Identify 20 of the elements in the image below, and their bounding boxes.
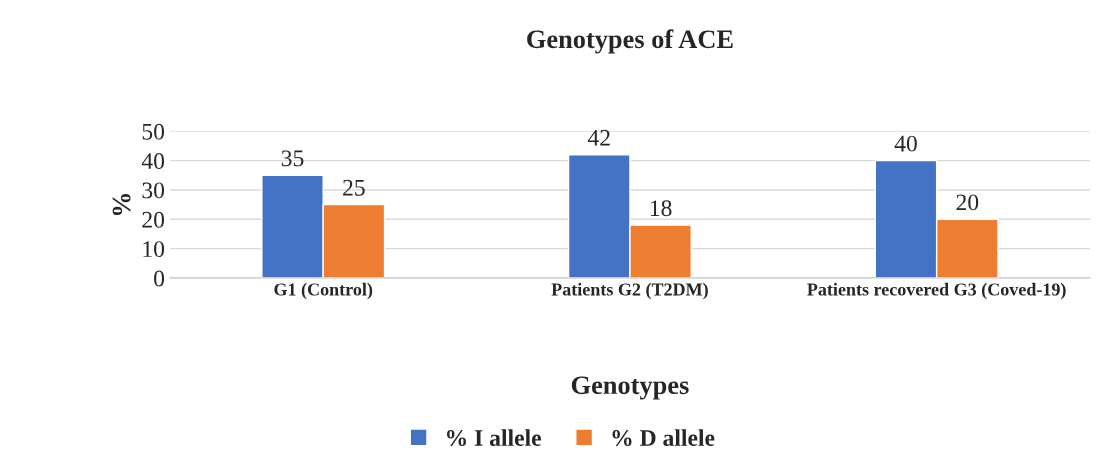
- x-tick-label: G1 (Control): [274, 282, 373, 300]
- y-tick-label: 10: [143, 241, 165, 258]
- y-tick-label: 40: [141, 153, 165, 169]
- y-tick-label: 30: [142, 182, 165, 199]
- y-tick-label: 20: [142, 211, 165, 228]
- legend-label: % D allele: [612, 429, 715, 447]
- data-label: 25: [343, 179, 365, 196]
- x-axis-title: Genotypes: [571, 376, 689, 400]
- y-tick-label: 0: [154, 270, 165, 287]
- y-axis-title: %: [112, 193, 131, 216]
- y-tick-label: 50: [142, 123, 165, 140]
- data-label: 40: [894, 135, 917, 152]
- legend-label: % I allele: [446, 429, 542, 447]
- data-label: 20: [956, 194, 979, 211]
- data-label: 18: [650, 200, 672, 217]
- x-tick-label: Patients recovered G3 (Coved-19): [807, 282, 1066, 300]
- x-tick-label: Patients G2 (T2DM): [551, 282, 708, 300]
- data-label: 35: [281, 150, 304, 167]
- chart-title: Genotypes of ACE: [527, 29, 733, 54]
- data-label: 42: [587, 129, 610, 146]
